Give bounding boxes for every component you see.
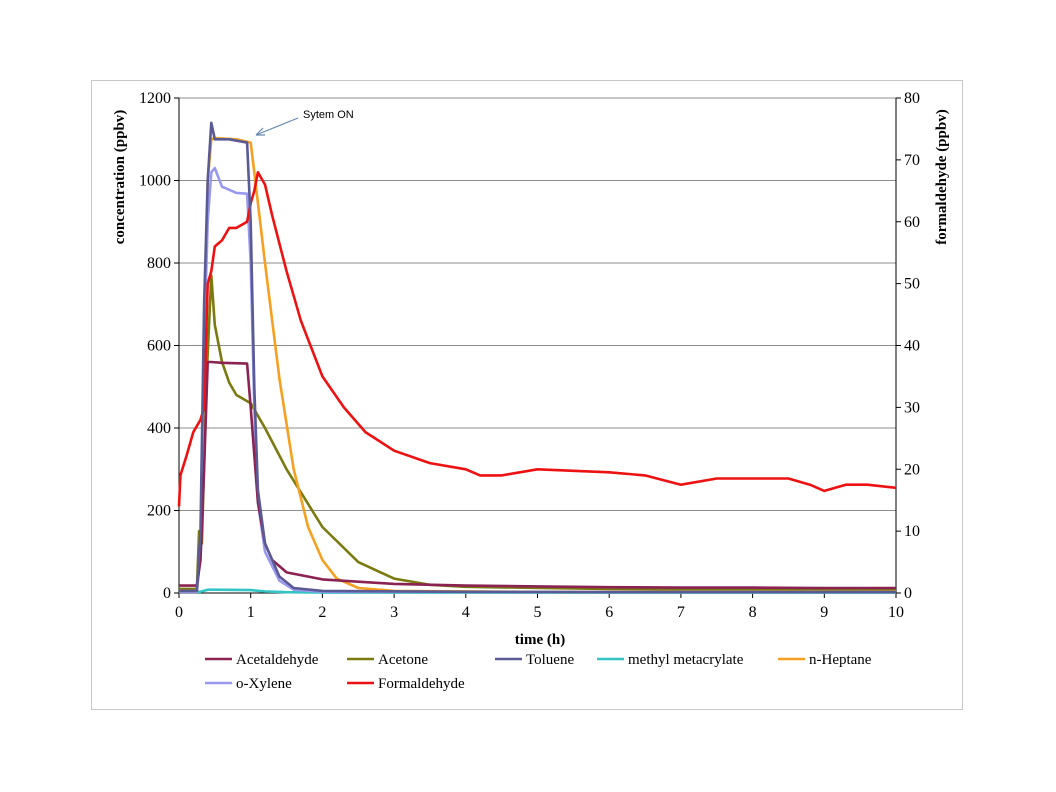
series-line <box>179 274 896 591</box>
x-tick-label: 8 <box>749 604 757 621</box>
y-tick-label: 1000 <box>139 173 171 190</box>
series-line <box>179 588 896 594</box>
legend-label: Acetone <box>378 652 428 668</box>
legend-label: o-Xylene <box>236 676 292 692</box>
y-tick-label: 200 <box>147 503 171 520</box>
legend-label: Formaldehyde <box>378 676 465 692</box>
y2-tick-label: 40 <box>904 338 920 355</box>
series-line <box>179 136 896 594</box>
annotation-arrowhead <box>255 127 265 136</box>
x-tick-label: 3 <box>390 604 398 621</box>
series-line <box>179 121 896 594</box>
y-tick-label: 1200 <box>139 90 171 107</box>
annotation-system-on: Sytem ON <box>255 109 354 136</box>
y2-tick-label: 10 <box>904 523 920 540</box>
x-tick-label: 1 <box>247 604 255 621</box>
x-tick-label: 7 <box>677 604 685 621</box>
legend-label: methyl metacrylate <box>628 652 744 668</box>
series-lines <box>177 121 897 594</box>
annotation-label: Sytem ON <box>303 109 354 121</box>
y-tick-label: 800 <box>147 255 171 272</box>
y2-tick-label: 60 <box>904 214 920 231</box>
series-line <box>179 360 896 590</box>
x-tick-label: 9 <box>820 604 828 621</box>
y2-axis-title: formaldehyde (ppbv) <box>934 109 950 244</box>
y-tick-label: 0 <box>163 585 171 602</box>
x-axis-title: time (h) <box>515 632 565 648</box>
x-tick-label: 4 <box>462 604 470 621</box>
y2-tick-label: 20 <box>904 461 920 478</box>
y2-tick-label: 0 <box>904 585 912 602</box>
y-tick-label: 400 <box>147 420 171 437</box>
series-line <box>179 166 897 594</box>
legend-label: Toluene <box>526 652 574 668</box>
x-tick-label: 10 <box>888 604 904 621</box>
y-axis-title: concentration (ppbv) <box>112 110 128 245</box>
y2-tick-label: 30 <box>904 399 920 416</box>
y2-tick-label: 50 <box>904 276 920 293</box>
legend-label: n-Heptane <box>809 652 872 668</box>
axes <box>174 97 901 598</box>
y2-tick-label: 70 <box>904 152 920 169</box>
legend: Acetaldehyde Acetone Toluene methyl metacry… <box>205 652 872 692</box>
legend-label: Acetaldehyde <box>236 652 319 668</box>
x-tick-label: 0 <box>175 604 183 621</box>
grid-lines <box>179 97 896 511</box>
annotation-arrow-line <box>255 117 299 136</box>
y2-tick-label: 80 <box>904 90 920 107</box>
x-tick-label: 6 <box>605 604 613 621</box>
x-tick-label: 5 <box>534 604 542 621</box>
series-line <box>177 171 897 507</box>
x-tick-label: 2 <box>318 604 326 621</box>
y-tick-label: 600 <box>147 338 171 355</box>
